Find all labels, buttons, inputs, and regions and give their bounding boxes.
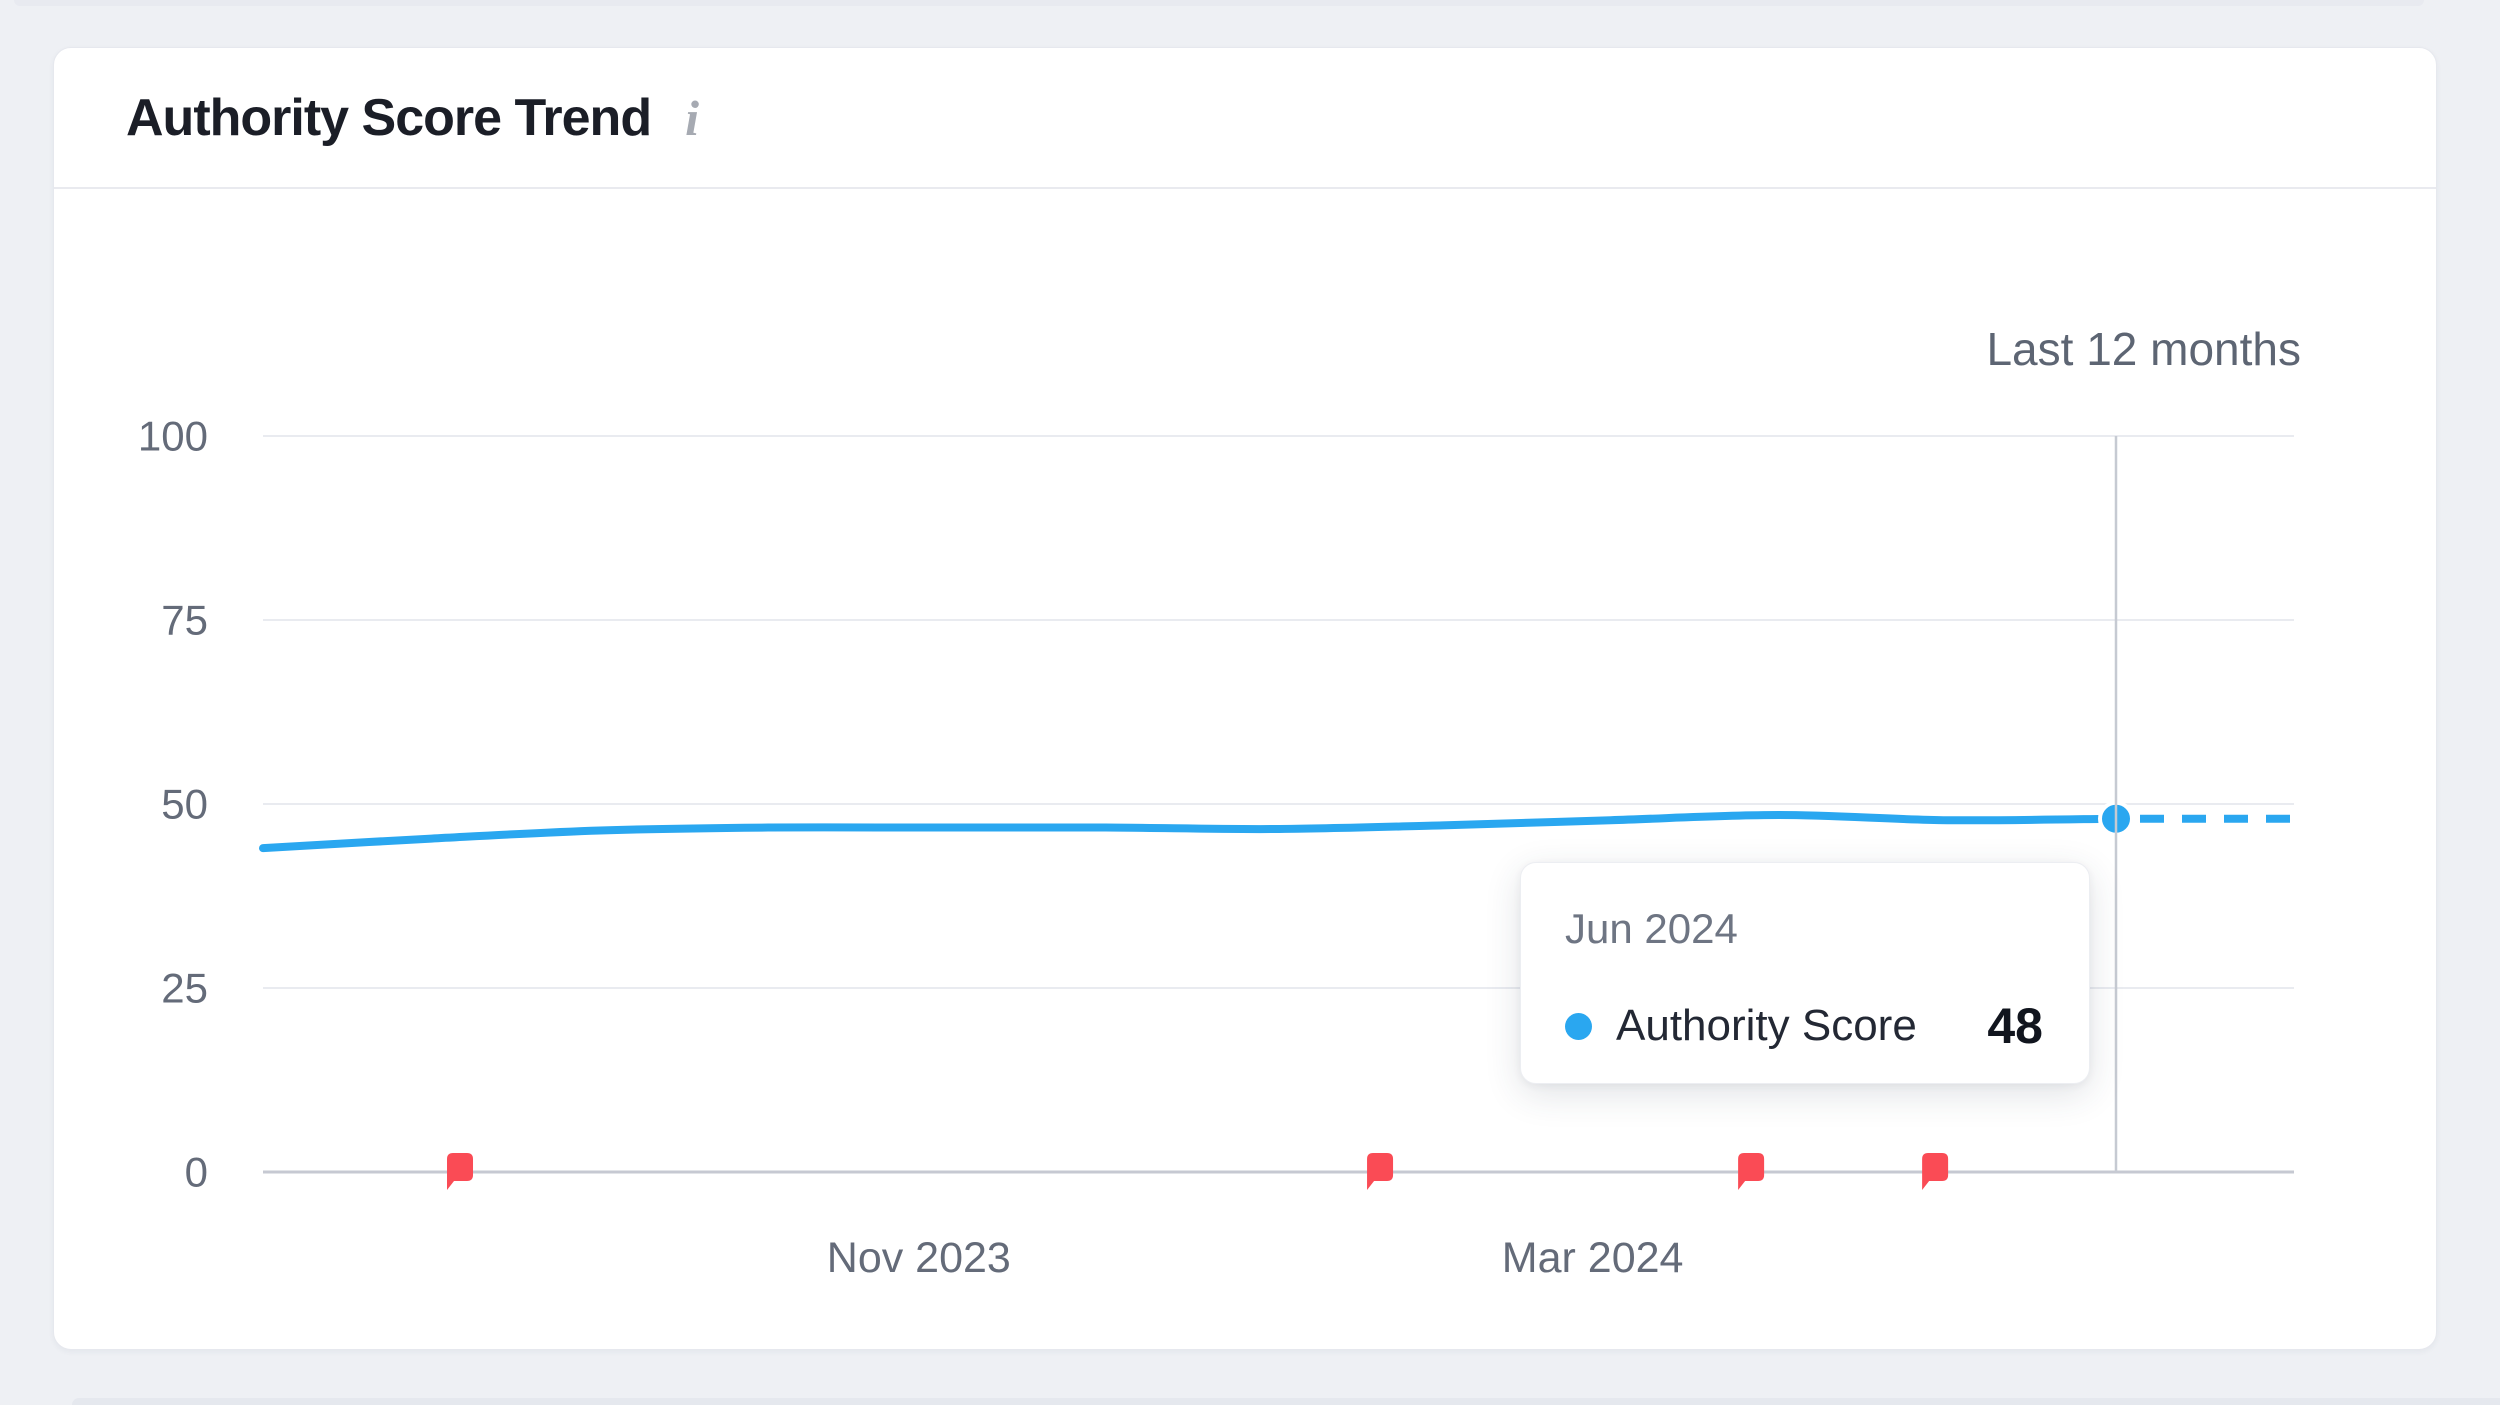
tooltip-date: Jun 2024 <box>1565 905 1738 952</box>
next-card-edge <box>72 1398 2500 1405</box>
chart-tooltip: Jun 2024 Authority Score 48 <box>1520 862 2090 1084</box>
card-title: Authority Score Trend <box>126 88 652 147</box>
tooltip-series-label: Authority Score <box>1616 1001 1917 1051</box>
card-header: Authority Score Trend i <box>54 48 2436 189</box>
info-icon[interactable]: i <box>685 89 699 146</box>
tooltip-row: Authority Score 48 <box>1565 997 2045 1055</box>
series-dot-icon <box>1565 1012 1592 1040</box>
tooltip-value: 48 <box>1987 998 2043 1055</box>
previous-card-edge <box>14 0 2424 6</box>
period-range-label: Last 12 months <box>1986 323 2301 375</box>
authority-score-card: Authority Score Trend i Last 12 months <box>53 47 2437 1350</box>
